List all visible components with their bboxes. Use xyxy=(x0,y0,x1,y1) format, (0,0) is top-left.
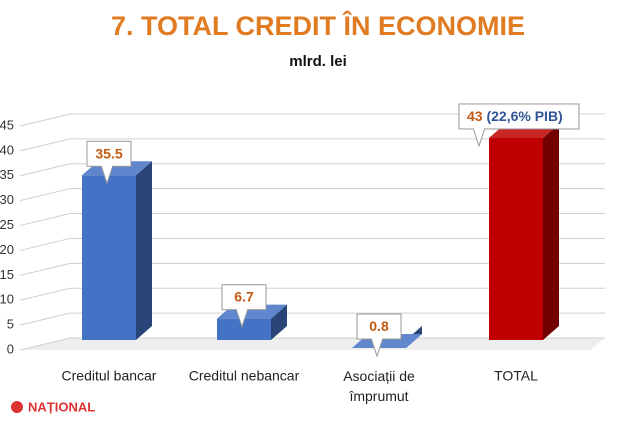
bar-side xyxy=(136,161,152,340)
bar-side xyxy=(271,304,287,340)
y-tick-label: 25 xyxy=(0,217,14,232)
grid-line xyxy=(19,337,605,351)
y-tick-label: 0 xyxy=(7,341,14,356)
bar xyxy=(489,137,543,340)
value-label: 35.5 xyxy=(95,145,122,161)
value-label: 0.8 xyxy=(369,318,389,334)
grid-line xyxy=(19,138,605,152)
y-tick-label: 30 xyxy=(0,192,14,207)
value-label-number: 6.7 xyxy=(234,288,254,304)
x-tick-label: Creditul bancar xyxy=(62,368,157,384)
grid-line xyxy=(19,237,605,251)
grid-line xyxy=(19,163,605,177)
chart-subtitle: mlrd. lei xyxy=(289,53,347,70)
y-tick-label: 15 xyxy=(0,267,14,282)
y-tick-label: 5 xyxy=(7,317,14,332)
grid-line xyxy=(19,262,605,276)
x-tick-label: Asociații de împrumut xyxy=(343,368,415,404)
callout-box xyxy=(356,313,402,340)
callout-cover xyxy=(474,125,484,130)
value-label-number: 35.5 xyxy=(95,145,122,161)
callout-cover xyxy=(237,306,247,311)
y-tick-label: 20 xyxy=(0,242,14,257)
annotation: (22,6% PIB) xyxy=(486,108,562,124)
bar xyxy=(217,318,271,340)
floor xyxy=(20,338,605,350)
grid-line xyxy=(19,287,605,301)
callout-cover xyxy=(372,336,382,341)
value-label-number: 0.8 xyxy=(369,318,389,334)
grid-line xyxy=(19,312,605,326)
logo: NAȚIONAL xyxy=(28,399,95,414)
grid-line xyxy=(19,113,605,127)
value-label: 43 (22,6% PIB) xyxy=(467,108,563,124)
callout-box xyxy=(86,140,132,167)
y-tick-label: 35 xyxy=(0,167,14,182)
x-tick-label-line: Asociații de xyxy=(343,368,415,384)
callout-pointer xyxy=(472,127,486,148)
bar-side xyxy=(543,123,559,340)
value-label: 6.7 xyxy=(234,288,254,304)
x-tick-label: Creditul nebancar xyxy=(189,368,300,384)
x-tick-label: TOTAL xyxy=(494,368,538,384)
grid-line xyxy=(19,213,605,227)
value-label-number: 43 xyxy=(467,108,483,124)
y-tick-label: 10 xyxy=(0,292,14,307)
bar xyxy=(82,175,136,340)
callout-cover xyxy=(102,163,112,168)
y-tick-label: 45 xyxy=(0,117,14,132)
y-tick-label: 40 xyxy=(0,142,14,157)
grid-line xyxy=(19,188,605,202)
callout-box xyxy=(458,103,580,130)
logo-icon xyxy=(11,401,23,413)
x-tick-label-line: împrumut xyxy=(348,388,408,404)
chart-title: 7. TOTAL CREDIT ÎN ECONOMIE xyxy=(111,10,525,41)
